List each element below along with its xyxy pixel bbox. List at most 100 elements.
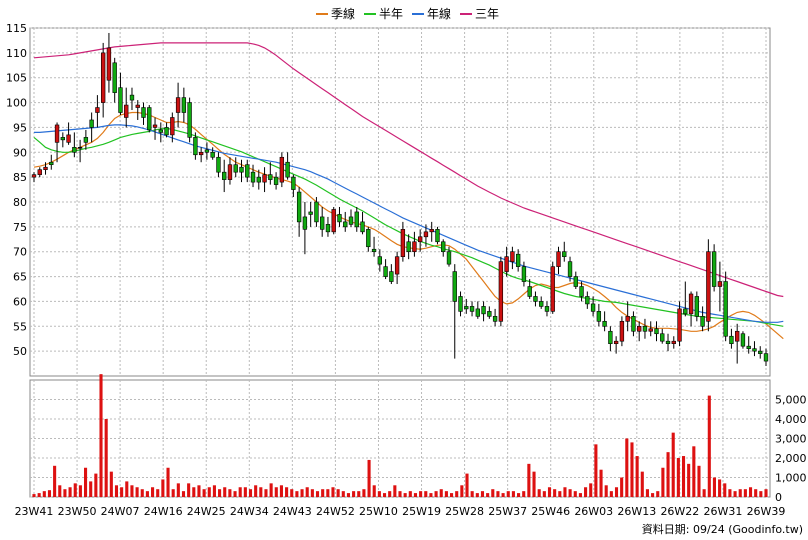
volume-bar: [645, 489, 649, 497]
volume-bar: [310, 489, 314, 497]
candle-body: [389, 271, 394, 282]
candle-body: [31, 174, 37, 178]
volume-bar: [718, 479, 722, 497]
candlestick: [527, 279, 532, 299]
candlestick: [602, 311, 607, 332]
candle-body: [406, 241, 411, 253]
candlestick: [187, 97, 192, 143]
volume-bar: [161, 479, 165, 497]
volume-bar: [73, 483, 77, 497]
volume-bar: [346, 493, 350, 497]
candle-body: [642, 325, 648, 332]
candle-body: [256, 176, 261, 183]
volume-bar: [321, 489, 325, 497]
volume-bar: [702, 489, 706, 497]
price-y-tick-label: 100: [6, 97, 27, 110]
candlestick: [181, 87, 187, 123]
candle-body: [533, 296, 538, 302]
price-y-tick-label: 85: [13, 171, 27, 184]
volume-bar: [326, 489, 330, 497]
volume-y-tick-label: 2,000: [775, 452, 807, 465]
volume-bar: [166, 467, 170, 497]
candlestick: [227, 157, 233, 185]
candle-body: [527, 286, 532, 297]
candlestick: [210, 147, 215, 160]
candlestick: [521, 261, 527, 287]
x-tick-label: 24W52: [316, 505, 355, 518]
volume-bar: [274, 487, 278, 497]
volume-bar: [439, 489, 443, 497]
candle-body: [435, 229, 440, 243]
candlestick: [475, 301, 480, 319]
candle-body: [291, 176, 296, 190]
candlestick: [279, 152, 285, 188]
volume-bar: [687, 463, 691, 497]
candle-body: [429, 229, 434, 233]
candlestick: [198, 147, 204, 163]
candlestick: [348, 209, 354, 227]
candle-body: [366, 229, 371, 248]
candlestick: [423, 224, 429, 247]
candlestick: [406, 234, 411, 260]
candle-body: [498, 261, 504, 322]
candlestick: [49, 154, 54, 170]
volume-bar: [403, 493, 407, 497]
candle-body: [60, 137, 65, 141]
candlestick: [504, 246, 509, 277]
chart-legend: 季線 半年 年線 三年: [316, 6, 499, 21]
candlestick: [464, 298, 469, 314]
volume-bar: [264, 489, 268, 497]
price-y-tick-label: 75: [13, 221, 27, 234]
candlestick: [758, 346, 763, 359]
candle-body: [400, 229, 406, 257]
volume-bar: [393, 485, 397, 497]
candle-body: [694, 296, 700, 317]
candlestick: [452, 264, 457, 359]
candlestick: [441, 239, 446, 257]
candle-body: [135, 104, 140, 108]
x-tick-label: 25W10: [359, 505, 398, 518]
volume-bar: [738, 489, 742, 497]
candle-body: [314, 201, 319, 223]
candlestick: [677, 301, 682, 347]
volume-bar: [145, 491, 149, 497]
candlestick: [66, 122, 71, 145]
candle-body: [371, 248, 377, 253]
candlestick: [567, 256, 573, 282]
candle-body: [423, 231, 429, 238]
volume-bar: [656, 491, 660, 497]
volume-bar: [243, 487, 247, 497]
candlestick: [106, 32, 112, 93]
candlestick: [325, 216, 331, 237]
volume-bar: [382, 493, 387, 497]
candle-body: [683, 308, 688, 315]
candle-body: [608, 330, 613, 344]
candle-body: [377, 256, 383, 265]
volume-bar: [651, 493, 655, 497]
volume-bar: [712, 477, 716, 497]
candlestick: [446, 246, 452, 267]
candle-body: [337, 214, 342, 223]
candlestick: [216, 152, 221, 178]
volume-bar: [259, 487, 263, 497]
candle-body: [660, 333, 665, 342]
candlestick: [302, 202, 308, 255]
candlestick: [533, 291, 538, 307]
candlestick: [694, 291, 700, 322]
candle-body: [487, 311, 492, 317]
x-tick-label: 26W31: [704, 505, 743, 518]
candlestick: [193, 132, 198, 160]
volume-bar: [290, 489, 294, 497]
candlestick: [285, 152, 290, 180]
candlestick: [291, 174, 296, 198]
candlestick: [245, 159, 250, 183]
candlestick: [469, 301, 475, 317]
candlestick: [268, 162, 273, 185]
volume-bar: [486, 493, 490, 497]
volume-bar: [578, 493, 582, 497]
candle-body: [758, 350, 763, 354]
candlestick: [625, 301, 630, 332]
candlestick: [112, 57, 117, 103]
volume-bar: [450, 493, 454, 497]
volume-bar: [171, 489, 175, 497]
